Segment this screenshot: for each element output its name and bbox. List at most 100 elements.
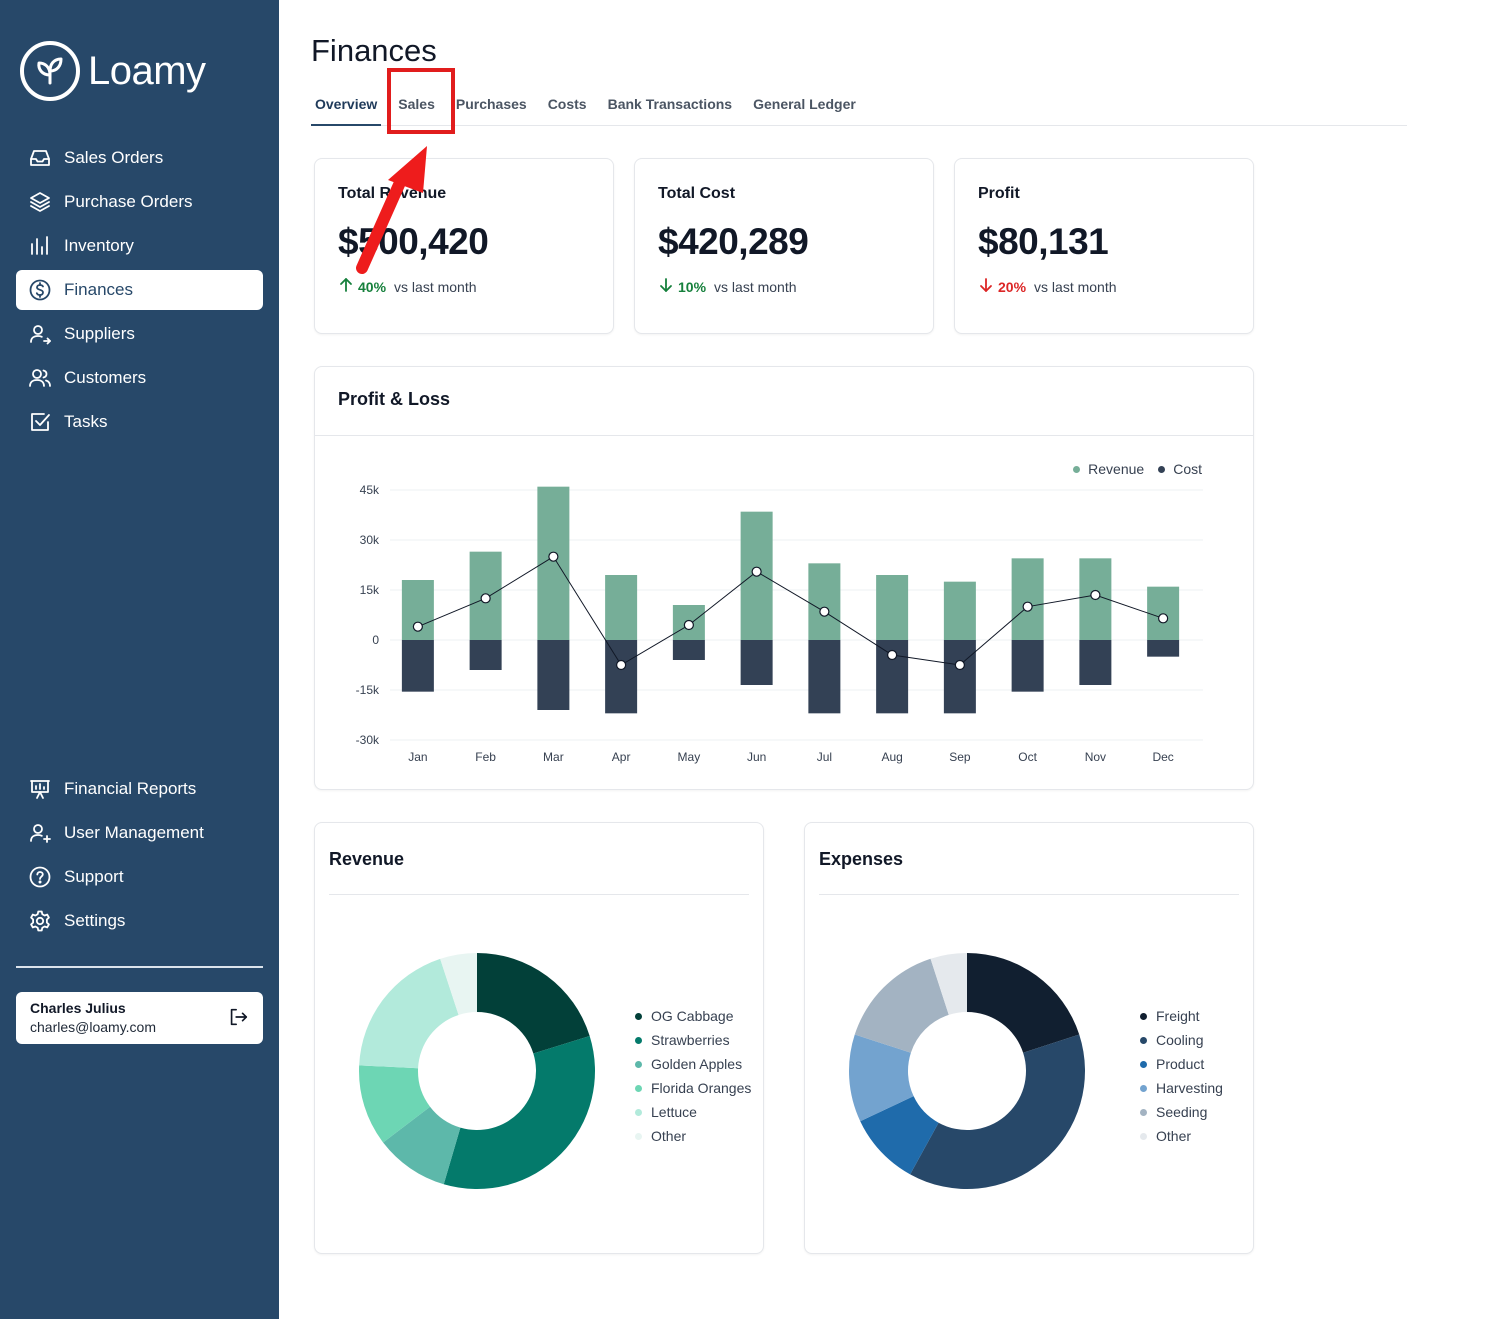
nav-label: Inventory (64, 236, 134, 255)
nav-item-sales-orders[interactable]: Sales Orders (16, 138, 263, 178)
legend-label: Golden Apples (651, 1056, 743, 1072)
legend-label: Other (651, 1128, 687, 1144)
arrow-up-icon (338, 277, 354, 296)
legend-item-revenue[interactable]: Revenue (1073, 461, 1144, 477)
donut-slice (849, 1034, 914, 1122)
net-point (1090, 589, 1101, 601)
nav-item-customers[interactable]: Customers (16, 358, 263, 398)
legend-item[interactable]: Seeding (1140, 1100, 1223, 1124)
user-email: charles@loamy.com (30, 1019, 156, 1035)
secondary-nav: Financial Reports User Management Suppor… (16, 769, 263, 945)
app-logo[interactable]: Loamy (20, 41, 206, 101)
legend-item[interactable]: Golden Apples (635, 1052, 751, 1076)
legend-dot (1140, 1108, 1147, 1116)
y-tick-label: 30k (360, 533, 380, 547)
legend-item[interactable]: Other (635, 1124, 751, 1148)
nav-item-settings[interactable]: Settings (16, 901, 263, 941)
annotation-highlight-box (387, 68, 455, 134)
nav-label: Financial Reports (64, 779, 197, 798)
arrow-down-icon (978, 277, 994, 296)
profit-loss-card: 45k 30k 15k 0 -15k -30k Jan Feb Mar Apr May Jun Jul A… (314, 366, 1254, 790)
nav-item-financial-reports[interactable]: Financial Reports (16, 769, 263, 809)
revenue-donut-chart (359, 953, 595, 1189)
legend-item[interactable]: Other (1140, 1124, 1223, 1148)
cost-bar (1079, 640, 1112, 685)
donut-slice (860, 1096, 939, 1175)
legend-label: Harvesting (1156, 1080, 1223, 1096)
help-circle-icon (28, 865, 52, 889)
nav-item-inventory[interactable]: Inventory (16, 226, 263, 266)
legend-item[interactable]: Freight (1140, 1004, 1223, 1028)
revenue-breakdown-card: Revenue OG Cabbage Strawberries Golden App… (314, 822, 764, 1254)
nav-label: Purchase Orders (64, 192, 193, 211)
x-tick-label: Jan (408, 750, 427, 764)
legend-label: Other (1156, 1128, 1192, 1144)
legend-dot (635, 1012, 642, 1020)
user-profile-card[interactable]: Charles Julius charles@loamy.com (16, 992, 263, 1044)
legend-label: Cost (1173, 461, 1202, 477)
cost-bar (740, 640, 773, 685)
annotation-arrow-icon (356, 146, 427, 274)
stat-delta-value: 20% (998, 278, 1027, 295)
nav-label: Support (64, 867, 124, 886)
legend-dot (1140, 1036, 1147, 1044)
cost-bar (537, 640, 570, 710)
nav-item-purchase-orders[interactable]: Purchase Orders (16, 182, 263, 222)
net-point (954, 659, 965, 671)
checkbox-icon (28, 410, 52, 434)
revenue-bar (876, 575, 909, 640)
legend-item[interactable]: Strawberries (635, 1028, 751, 1052)
stat-value: $80,131 (978, 221, 1109, 262)
tab-bank-transactions[interactable]: Bank Transactions (607, 96, 733, 112)
legend-item[interactable]: Lettuce (635, 1100, 751, 1124)
legend-item-cost[interactable]: Cost (1158, 461, 1202, 477)
revenue-bar (808, 563, 841, 640)
y-tick-label: -15k (356, 683, 380, 697)
legend-item[interactable]: OG Cabbage (635, 1004, 751, 1028)
legend-label: Product (1156, 1056, 1205, 1072)
legend-dot (1140, 1084, 1147, 1092)
revenue-bar (1011, 558, 1044, 640)
legend-item[interactable]: Harvesting (1140, 1076, 1223, 1100)
y-tick-label: 0 (372, 633, 379, 647)
tab-general-ledger[interactable]: General Ledger (753, 96, 856, 112)
net-point (683, 619, 694, 631)
legend-item[interactable]: Cooling (1140, 1028, 1223, 1052)
nav-item-user-management[interactable]: User Management (16, 813, 263, 853)
user-arrow-icon (28, 322, 52, 346)
tab-overview[interactable]: Overview (311, 86, 382, 126)
revenue-donut-legend: OG Cabbage Strawberries Golden Apples Flori… (635, 1004, 751, 1148)
expenses-breakdown-card: Expenses Freight Cooling Product Harvesting… (804, 822, 1254, 1254)
layers-icon (28, 190, 52, 214)
legend-item[interactable]: Florida Oranges (635, 1076, 751, 1100)
y-tick-label: 15k (360, 583, 380, 597)
revenue-breakdown-title: Revenue (329, 849, 405, 869)
nav-label: Sales Orders (64, 148, 164, 167)
legend-dot (1140, 1132, 1147, 1140)
nav-label: User Management (64, 823, 204, 842)
nav-item-finances[interactable]: Finances (16, 270, 263, 310)
users-icon (28, 366, 52, 390)
dollar-circle-icon (28, 278, 52, 302)
nav-item-tasks[interactable]: Tasks (16, 402, 263, 442)
legend-dot (1158, 465, 1166, 473)
tab-sales[interactable]: Sales (398, 96, 435, 112)
tab-purchases[interactable]: Purchases (455, 96, 527, 112)
x-tick-label: Dec (1152, 750, 1173, 764)
page-title: Finances (311, 33, 437, 68)
x-tick-label: May (678, 750, 701, 764)
arrow-down-icon (658, 277, 674, 296)
nav-label: Finances (64, 280, 133, 299)
sidebar-divider (16, 966, 263, 968)
logout-icon[interactable] (227, 1006, 249, 1028)
net-point (548, 551, 559, 562)
tab-costs[interactable]: Costs (547, 96, 587, 112)
nav-item-suppliers[interactable]: Suppliers (16, 314, 263, 354)
legend-dot (635, 1084, 642, 1092)
legend-item[interactable]: Product (1140, 1052, 1223, 1076)
net-point (616, 659, 627, 671)
legend-label: Lettuce (651, 1104, 697, 1120)
card-divider (819, 894, 1239, 895)
donut-slice (440, 953, 477, 1015)
nav-item-support[interactable]: Support (16, 857, 263, 897)
